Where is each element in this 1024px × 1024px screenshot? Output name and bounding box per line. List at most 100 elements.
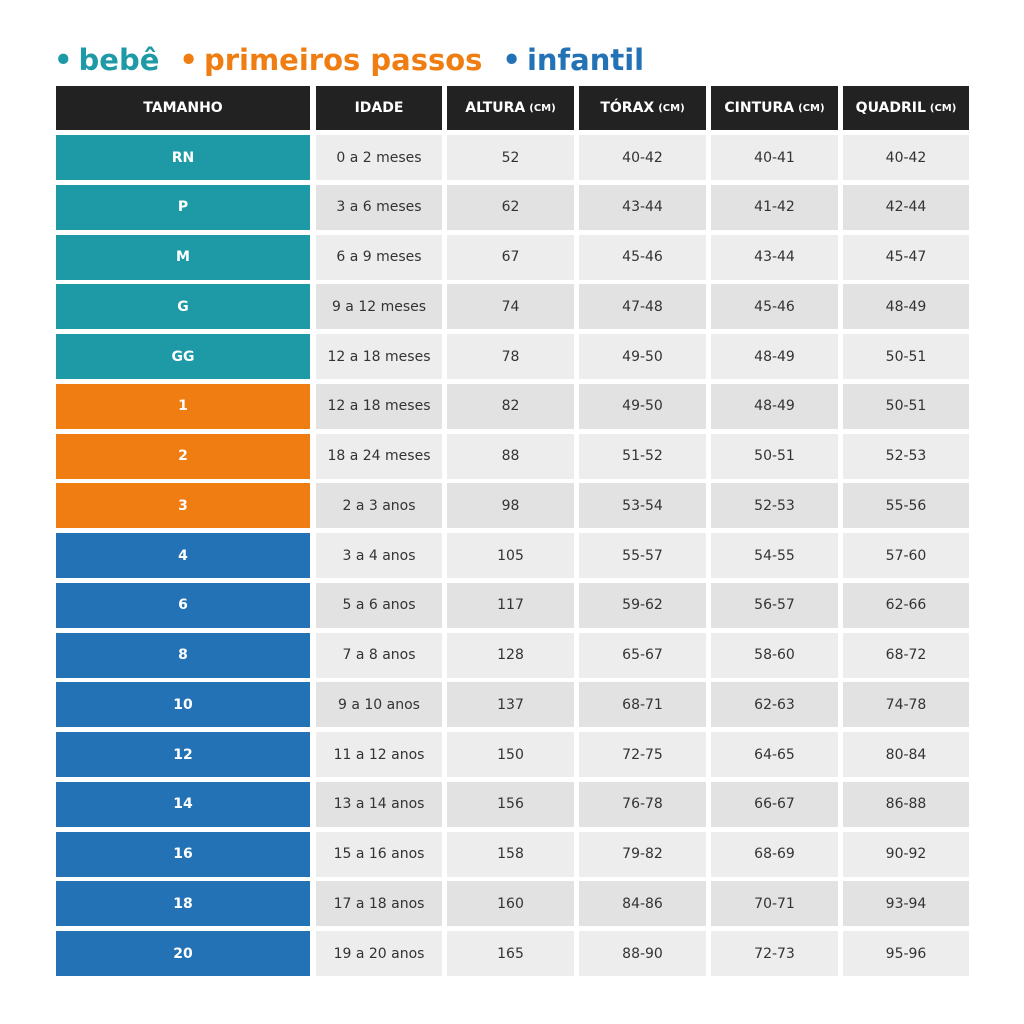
data-cell: 68-72 — [843, 632, 969, 678]
data-cell: 49-50 — [579, 383, 706, 429]
data-cell: 74-78 — [843, 682, 969, 728]
data-cell: 52 — [447, 135, 574, 180]
data-cell: 95-96 — [843, 931, 969, 976]
size-cell: RN — [56, 135, 310, 180]
data-cell: 137 — [447, 682, 574, 728]
data-cell: 5 a 6 anos — [316, 582, 442, 628]
data-cell: 65-67 — [579, 632, 706, 678]
data-cell: 45-46 — [579, 234, 706, 280]
data-cell: 41-42 — [711, 184, 838, 230]
data-cell: 82 — [447, 383, 574, 429]
data-cell: 90-92 — [843, 831, 969, 877]
data-cell: 62-63 — [711, 682, 838, 728]
data-cell: 50-51 — [843, 334, 969, 379]
data-cell: 55-57 — [579, 533, 706, 578]
size-cell: 6 — [56, 582, 310, 628]
size-cell: 14 — [56, 781, 310, 827]
legend-item: • infantil — [502, 43, 644, 77]
data-cell: 42-44 — [843, 184, 969, 230]
data-cell: 158 — [447, 831, 574, 877]
data-cell: 72-75 — [579, 732, 706, 777]
data-cell: 12 a 18 meses — [316, 334, 442, 379]
data-cell: 54-55 — [711, 533, 838, 578]
data-cell: 84-86 — [579, 881, 706, 927]
header-label: CINTURA — [724, 100, 795, 116]
data-cell: 79-82 — [579, 831, 706, 877]
data-cell: 66-67 — [711, 781, 838, 827]
data-cell: 70-71 — [711, 881, 838, 927]
data-cell: 59-62 — [579, 582, 706, 628]
header-cell: TÓRAX (CM) — [579, 86, 706, 130]
data-cell: 45-46 — [711, 284, 838, 330]
data-cell: 62-66 — [843, 582, 969, 628]
data-cell: 64-65 — [711, 732, 838, 777]
header-label: ALTURA — [465, 100, 526, 116]
header-label: TAMANHO — [143, 100, 223, 116]
data-cell: 48-49 — [843, 284, 969, 330]
data-cell: 98 — [447, 483, 574, 529]
data-cell: 55-56 — [843, 483, 969, 529]
size-cell: 8 — [56, 632, 310, 678]
data-cell: 150 — [447, 732, 574, 777]
size-cell: 3 — [56, 483, 310, 529]
header-unit: (CM) — [529, 102, 556, 114]
size-cell: 20 — [56, 931, 310, 976]
legend-item: • bebê — [54, 43, 159, 77]
legend-label: infantil — [526, 43, 645, 77]
data-cell: 88-90 — [579, 931, 706, 976]
data-cell: 105 — [447, 533, 574, 578]
header-cell: ALTURA (CM) — [447, 86, 574, 130]
data-cell: 160 — [447, 881, 574, 927]
data-cell: 0 a 2 meses — [316, 135, 442, 180]
legend-bullet: • — [502, 43, 521, 77]
size-cell: 2 — [56, 433, 310, 479]
data-cell: 74 — [447, 284, 574, 330]
data-cell: 40-42 — [843, 135, 969, 180]
data-cell: 117 — [447, 582, 574, 628]
data-cell: 50-51 — [843, 383, 969, 429]
data-cell: 18 a 24 meses — [316, 433, 442, 479]
data-cell: 86-88 — [843, 781, 969, 827]
data-cell: 53-54 — [579, 483, 706, 529]
data-cell: 72-73 — [711, 931, 838, 976]
data-cell: 17 a 18 anos — [316, 881, 442, 927]
data-cell: 2 a 3 anos — [316, 483, 442, 529]
size-cell: 1 — [56, 383, 310, 429]
data-cell: 156 — [447, 781, 574, 827]
size-cell: 10 — [56, 682, 310, 728]
data-cell: 45-47 — [843, 234, 969, 280]
data-cell: 128 — [447, 632, 574, 678]
data-cell: 88 — [447, 433, 574, 479]
data-cell: 76-78 — [579, 781, 706, 827]
data-cell: 80-84 — [843, 732, 969, 777]
size-cell: M — [56, 234, 310, 280]
size-cell: 18 — [56, 881, 310, 927]
data-cell: 67 — [447, 234, 574, 280]
header-cell: TAMANHO — [56, 86, 310, 130]
data-cell: 48-49 — [711, 383, 838, 429]
legend: • bebê • primeiros passos • infantil — [54, 40, 644, 80]
header-label: IDADE — [354, 100, 404, 116]
data-cell: 68-71 — [579, 682, 706, 728]
data-cell: 52-53 — [843, 433, 969, 479]
data-cell: 62 — [447, 184, 574, 230]
data-cell: 58-60 — [711, 632, 838, 678]
data-cell: 50-51 — [711, 433, 838, 479]
data-cell: 40-41 — [711, 135, 838, 180]
data-cell: 3 a 6 meses — [316, 184, 442, 230]
data-cell: 43-44 — [711, 234, 838, 280]
header-label: TÓRAX — [600, 100, 655, 116]
legend-item: • primeiros passos — [179, 43, 482, 77]
data-cell: 43-44 — [579, 184, 706, 230]
data-cell: 11 a 12 anos — [316, 732, 442, 777]
header-cell: QUADRIL (CM) — [843, 86, 969, 130]
size-cell: P — [56, 184, 310, 230]
data-cell: 9 a 12 meses — [316, 284, 442, 330]
data-cell: 57-60 — [843, 533, 969, 578]
data-cell: 52-53 — [711, 483, 838, 529]
size-cell: G — [56, 284, 310, 330]
data-cell: 78 — [447, 334, 574, 379]
size-cell: GG — [56, 334, 310, 379]
header-label: QUADRIL — [855, 100, 926, 116]
